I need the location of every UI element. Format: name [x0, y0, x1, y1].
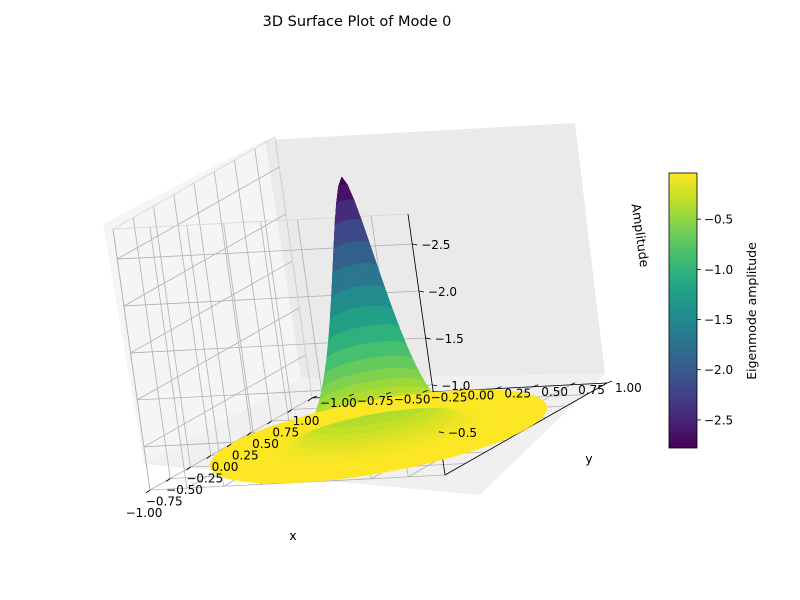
grid-line [117, 166, 280, 260]
grid-line [123, 213, 287, 307]
y-tick-label: −0.25 [431, 390, 468, 404]
colorbar: −0.5 −1.0 −1.5 −2.0 −2.5 Eigenmode amplitude [668, 172, 759, 449]
surface-face [388, 395, 405, 400]
y-tick-mark [385, 391, 391, 395]
x-tick-label: −0.50 [166, 483, 203, 497]
x-tick-mark [186, 466, 191, 471]
pane-edge [112, 136, 276, 230]
surface-face [348, 374, 354, 387]
colorbar-tick-label: −2.5 [704, 413, 733, 427]
z-tick-mark [432, 384, 438, 387]
x-tick-label: 1.00 [293, 414, 320, 428]
z-tick-mark [425, 337, 431, 340]
x-tick-mark [206, 455, 211, 459]
x-tick-label: −0.25 [186, 472, 223, 486]
x-tick-label: −0.75 [146, 495, 183, 509]
z-tick-label: −0.5 [448, 426, 477, 440]
surface-face [345, 347, 350, 365]
surface-face [359, 424, 366, 434]
y-tick-label: 0.75 [578, 383, 605, 397]
surface-face [353, 425, 361, 434]
z-tick-mark [412, 243, 418, 246]
grid-line [137, 307, 300, 401]
surface [209, 177, 548, 484]
colorbar-label: Eigenmode amplitude [744, 242, 759, 380]
pane-edge [274, 136, 313, 399]
x-tick-label: −1.00 [126, 506, 163, 520]
colorbar-tick-label: −2.0 [704, 363, 733, 377]
z-tick-mark [418, 290, 424, 293]
y-axis-label: y [585, 451, 593, 466]
x-tick-mark [226, 443, 232, 448]
z-axis-label: Amplitude [629, 203, 653, 269]
colorbar-tick-label: −0.5 [704, 213, 733, 227]
y-tick-mark [459, 388, 465, 391]
y-tick-mark [533, 384, 539, 388]
colorbar-tick-label: −1.5 [704, 313, 733, 327]
y-tick-label: −0.50 [394, 392, 431, 406]
z-tick-label: −1.5 [435, 332, 464, 346]
colorbar-tick-label: −1.0 [704, 263, 733, 277]
x-tick-label: 0.00 [212, 460, 239, 474]
x-tick-label: 0.25 [232, 449, 259, 463]
chart-title: 3D Surface Plot of Mode 0 [263, 14, 452, 30]
y-axis-ticks: −1.00 −0.75 −0.50 −0.25 0.00 0.25 0.50 0.75 1.00 [311, 380, 642, 410]
y-tick-mark [496, 386, 502, 389]
surface-face [348, 361, 354, 377]
x-axis-ticks: 1.000.750.500.250.00−0.25−0.50−0.75−1.00 [126, 397, 320, 520]
surface-face [341, 363, 347, 379]
surface-face [359, 415, 366, 427]
x-tick-mark [247, 432, 252, 436]
colorbar-gradient [668, 172, 698, 449]
grid-line [130, 260, 293, 354]
surface-face [339, 331, 344, 351]
x-tick-mark [166, 478, 171, 482]
y-tick-label: 0.25 [504, 387, 531, 401]
surface-face [345, 362, 350, 378]
surface-face [342, 348, 347, 366]
grid-line [143, 354, 307, 448]
x-tick-mark [287, 409, 292, 413]
y-tick-label: −1.00 [320, 396, 357, 410]
y-tick-label: −0.75 [357, 394, 394, 408]
y-tick-label: 1.00 [615, 381, 642, 395]
colorbar-ticks: −0.5 −1.0 −1.5 −2.0 −2.5 [697, 213, 733, 427]
z-tick-mark [438, 431, 444, 434]
surface-face [352, 373, 358, 386]
surface-face [352, 383, 358, 395]
x-tick-mark [267, 420, 272, 425]
y-tick-label: 0.50 [541, 385, 568, 399]
z-tick-label: −2.5 [421, 238, 450, 252]
surface-face [364, 423, 372, 433]
z-tick-label: −2.0 [428, 285, 457, 299]
z-axis-ticks: −0.5 −1.0 −1.5 −2.0 −2.5 [412, 238, 477, 440]
y-tick-mark [422, 390, 428, 393]
x-axis-label: x [289, 528, 296, 543]
y-tick-mark [348, 393, 355, 397]
x-tick-mark [307, 397, 313, 402]
x-tick-label: 0.75 [272, 426, 299, 440]
y-tick-mark [606, 380, 613, 384]
y-tick-mark [569, 382, 576, 386]
x-tick-mark [145, 489, 151, 494]
y-tick-label: 0.00 [468, 389, 495, 403]
y-tick-mark [311, 395, 318, 399]
surface-face [354, 416, 361, 427]
x-tick-label: 0.50 [252, 437, 279, 451]
z-tick-label: −1.0 [441, 379, 470, 393]
surface-face [357, 382, 363, 394]
surface-face [347, 385, 354, 396]
surface-face [359, 431, 366, 440]
